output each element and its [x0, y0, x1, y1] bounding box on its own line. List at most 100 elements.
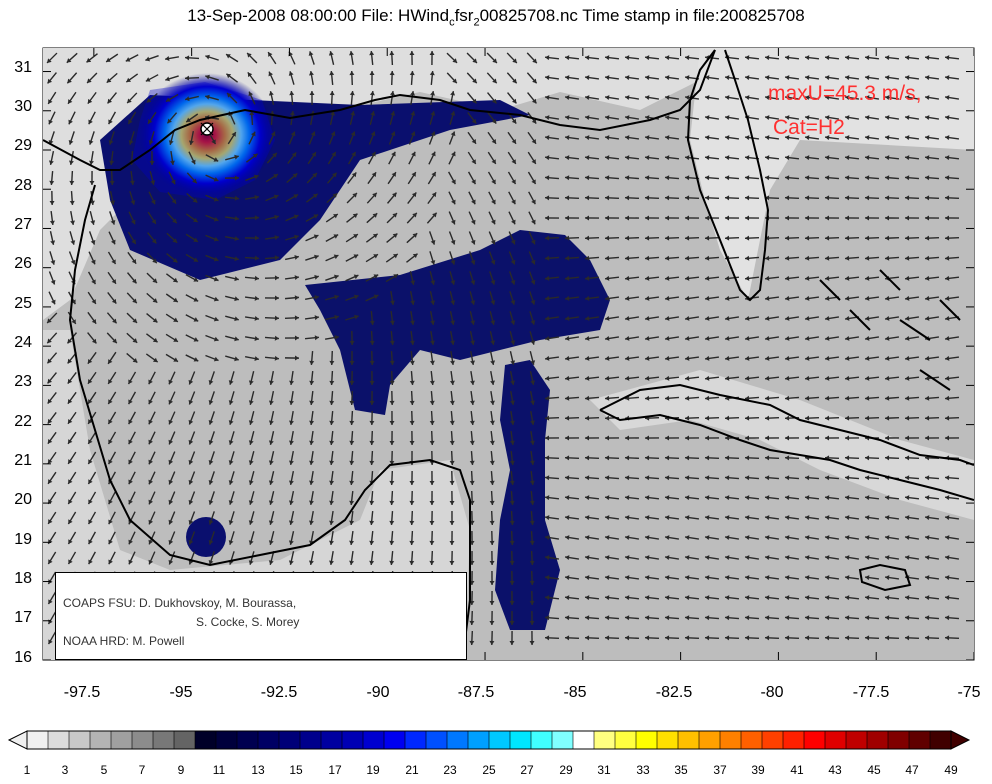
wind-arrow-head	[685, 475, 690, 481]
wind-arrow-head	[845, 375, 850, 381]
wind-arrow-head	[389, 440, 395, 445]
wind-arrow-head	[351, 151, 356, 157]
wind-arrow-head	[805, 615, 810, 621]
x-tick-label: -95	[169, 684, 193, 701]
wind-arrow-head	[213, 196, 219, 202]
wind-arrow-head	[185, 75, 190, 81]
colorbar-swatch	[804, 731, 826, 749]
wind-arrow-head	[188, 499, 194, 505]
wind-arrow-head	[805, 235, 810, 241]
wind-arrow-head	[70, 220, 75, 225]
wind-arrow-head	[429, 400, 435, 405]
wind-arrow-head	[228, 420, 234, 425]
wind-arrow-head	[705, 635, 710, 641]
wind-arrow-head	[585, 435, 590, 441]
wind-arrow-head	[865, 235, 870, 241]
wind-arrow-head	[645, 375, 650, 381]
wind-arrow-head	[725, 375, 730, 381]
wind-arrow-head	[389, 380, 395, 385]
wind-arrow-head	[685, 95, 690, 101]
wind-arrow-head	[531, 219, 536, 225]
wind-arrow-head	[108, 499, 113, 505]
wind-arrow-head	[193, 277, 199, 282]
wind-arrow-head	[531, 98, 537, 104]
wind-arrow-head	[510, 239, 516, 245]
wind-arrow-head	[885, 555, 890, 561]
wind-arrow-head	[905, 535, 910, 541]
wind-arrow-head	[510, 380, 516, 385]
wind-arrow-head	[131, 219, 136, 225]
wind-arrow-head	[449, 400, 455, 405]
wind-arrow-head	[625, 55, 630, 61]
wind-arrow-head	[349, 440, 355, 445]
wind-arrow-head	[127, 98, 132, 104]
wind-arrow-head	[765, 395, 770, 401]
y-tick-label: 21	[14, 452, 32, 469]
wind-arrow-head	[228, 380, 234, 385]
wind-arrow-head	[247, 52, 252, 58]
wind-arrow-head	[49, 180, 55, 185]
wind-arrow-head	[309, 360, 315, 365]
wind-arrow-head	[845, 175, 850, 181]
colorbar-tick-label: 5	[100, 763, 108, 777]
wind-arrow-head	[845, 155, 850, 161]
colorbar-swatch	[111, 731, 133, 749]
wind-arrow-head	[47, 459, 53, 464]
wind-arrow-head	[745, 575, 750, 581]
wind-arrow-head	[470, 380, 475, 385]
wind-arrow-head	[905, 355, 910, 361]
x-tick-label: -97.5	[63, 684, 101, 701]
wind-arrow-head	[510, 340, 516, 345]
wind-arrow-head	[825, 235, 830, 241]
wind-arrow-head	[329, 71, 335, 76]
wind-arrow-head	[645, 555, 650, 561]
colorbar-tick-label: 49	[944, 763, 958, 777]
colorbar-tick-label: 35	[674, 763, 688, 777]
wind-arrow-head	[193, 337, 199, 342]
wind-arrow-head	[353, 294, 359, 300]
wind-arrow-head	[585, 595, 590, 601]
wind-arrow-head	[88, 539, 93, 545]
wind-arrow-head	[530, 380, 536, 385]
colorbar-tick-label: 1	[23, 763, 31, 777]
wind-arrow-head	[430, 131, 436, 137]
wind-arrow-head	[490, 300, 496, 305]
wind-arrow-head	[290, 131, 296, 137]
wind-arrow-head	[353, 234, 358, 239]
wind-arrow-head	[168, 559, 174, 565]
wind-arrow-head	[409, 360, 415, 365]
wind-arrow-head	[489, 560, 495, 565]
wind-arrow-head	[430, 280, 436, 285]
wind-arrow-head	[865, 495, 870, 501]
wind-arrow-head	[685, 195, 690, 201]
wind-arrow-head	[805, 275, 810, 281]
wind-arrow-head	[925, 475, 930, 481]
wind-arrow-head	[469, 640, 475, 645]
wind-arrow-head	[530, 259, 536, 265]
wind-arrow-head	[48, 519, 53, 524]
wind-arrow-head	[268, 380, 274, 385]
wind-arrow-head	[409, 540, 415, 545]
colorbar-swatch	[615, 731, 637, 749]
wind-arrow-head	[645, 75, 650, 81]
wind-arrow-head	[471, 159, 476, 164]
wind-arrow-head	[545, 495, 550, 501]
wind-arrow-head	[565, 475, 570, 481]
wind-arrow-head	[765, 275, 770, 281]
wind-arrow-head	[745, 155, 750, 161]
wind-arrow-head	[885, 215, 890, 221]
wind-arrow-head	[585, 415, 590, 421]
wind-arrow-head	[805, 135, 810, 141]
wind-arrow-head	[268, 420, 274, 425]
wind-arrow-head	[373, 294, 379, 300]
wind-arrow-head	[228, 520, 234, 525]
x-tick-label: -85	[563, 684, 587, 701]
wind-arrow-head	[254, 275, 259, 281]
wind-arrow-head	[48, 99, 53, 104]
wind-arrow-head	[529, 500, 535, 505]
wind-arrow-head	[545, 115, 550, 121]
wind-arrow-head	[430, 260, 436, 265]
wind-arrow-head	[845, 635, 850, 641]
wind-arrow-head	[545, 395, 550, 401]
wind-arrow-head	[725, 355, 730, 361]
